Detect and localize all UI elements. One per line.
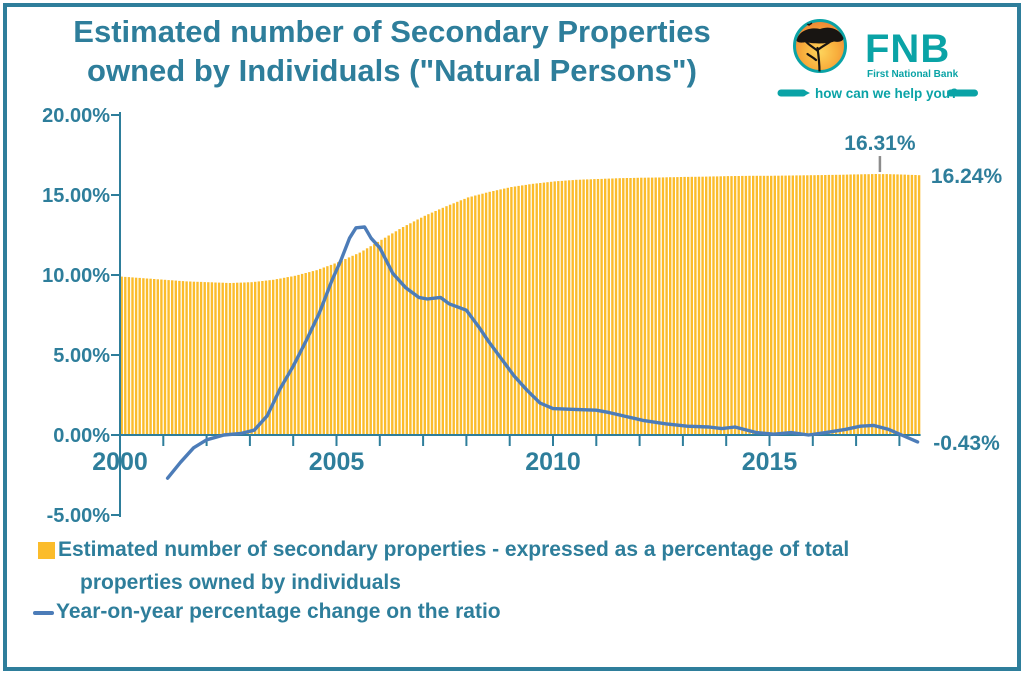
tagline-left-bar — [777, 89, 810, 97]
y-axis-labels: 20.00% 15.00% 10.00% 5.00% 0.00% -5.00% — [42, 105, 110, 527]
x-tick-label: 2005 — [309, 448, 365, 476]
chart-title: Estimated number of Secondary Properties… — [30, 12, 754, 90]
latest-bar-annotation: 16.24% — [931, 165, 1003, 188]
y-tick-label: 20.00% — [42, 105, 110, 127]
yoy-line — [165, 225, 920, 480]
chart-title-line1: Estimated number of Secondary Properties — [73, 14, 711, 49]
peak-bar-annotation: 16.31% — [844, 132, 916, 155]
bar-series — [120, 174, 921, 436]
fnb-wordmark: FNB — [865, 27, 950, 71]
fnb-subtitle: First National Bank — [867, 69, 959, 80]
x-tick-label: 2000 — [92, 448, 148, 476]
axes — [111, 112, 921, 517]
fnb-tagline: how can we help you? — [777, 86, 978, 101]
y-tick-label: 5.00% — [53, 345, 110, 367]
x-tick-label: 2015 — [742, 448, 798, 476]
fnb-tagline-text: how can we help you? — [815, 86, 958, 101]
fnb-logo: FNB First National Bank how can we help … — [777, 19, 978, 101]
y-tick-label: 10.00% — [42, 265, 110, 287]
y-tick-label: 0.00% — [53, 425, 110, 447]
x-axis-labels: 2000 2005 2010 2015 — [92, 448, 797, 476]
chart-title-line2: owned by Individuals ("Natural Persons") — [87, 53, 697, 88]
x-tick-label: 2010 — [525, 448, 581, 476]
tagline-right-bar — [947, 89, 978, 97]
y-tick-label: 15.00% — [42, 185, 110, 207]
y-tick-label: -5.00% — [47, 505, 111, 527]
latest-line-annotation: -0.43% — [933, 432, 1000, 455]
